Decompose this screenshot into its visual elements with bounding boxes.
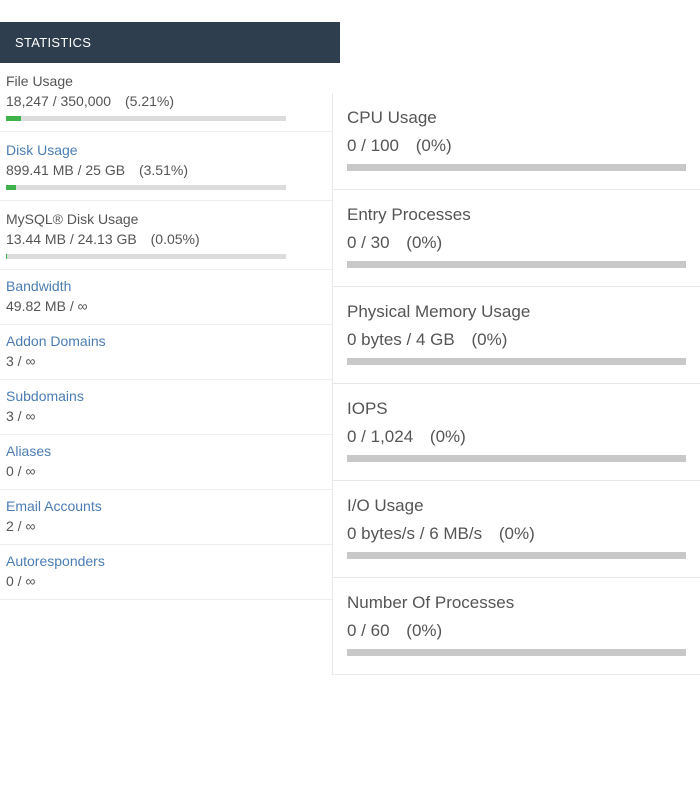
stat-percent: (3.51%)	[139, 162, 188, 178]
progress-bar	[6, 254, 286, 259]
metric-value: 0 bytes / 4 GB (0%)	[347, 330, 686, 350]
metric-physical-memory: Physical Memory Usage 0 bytes / 4 GB (0%…	[333, 287, 700, 384]
stat-label[interactable]: Autoresponders	[6, 553, 334, 569]
stat-email-accounts: Email Accounts 2 / ∞	[0, 490, 340, 545]
metric-value-text: 0 bytes/s / 6 MB/s	[347, 524, 482, 543]
fade-mask	[0, 600, 340, 630]
metric-percent: (0%)	[471, 330, 507, 349]
stat-label-text: Bandwidth	[6, 278, 71, 294]
metric-bar	[347, 649, 686, 656]
metric-value: 0 bytes/s / 6 MB/s (0%)	[347, 524, 686, 544]
metric-entry-processes: Entry Processes 0 / 30 (0%)	[333, 190, 700, 287]
metric-percent: (0%)	[499, 524, 535, 543]
metric-value: 0 / 100 (0%)	[347, 136, 686, 156]
metric-title: IOPS	[347, 399, 686, 419]
stat-addon-domains: Addon Domains 3 / ∞	[0, 325, 340, 380]
progress-bar	[6, 116, 286, 121]
stat-value-text: 13.44 MB / 24.13 GB	[6, 231, 137, 247]
stat-label-text: Email Accounts	[6, 498, 102, 514]
metric-iops: IOPS 0 / 1,024 (0%)	[333, 384, 700, 481]
progress-bar	[6, 185, 286, 190]
stat-value: 899.41 MB / 25 GB (3.51%)	[6, 162, 334, 178]
stat-value: 0 / ∞	[6, 573, 334, 589]
metric-cpu: CPU Usage 0 / 100 (0%)	[333, 93, 700, 190]
stat-value: 2 / ∞	[6, 518, 334, 534]
metric-value-text: 0 / 100	[347, 136, 399, 155]
metric-percent: (0%)	[416, 136, 452, 155]
panel-title: STATISTICS	[15, 35, 91, 50]
metric-value: 0 / 1,024 (0%)	[347, 427, 686, 447]
metric-value-text: 0 / 1,024	[347, 427, 413, 446]
metric-num-processes: Number Of Processes 0 / 60 (0%)	[333, 578, 700, 675]
stat-value: 49.82 MB / ∞	[6, 298, 334, 314]
stat-label-text: Subdomains	[6, 388, 84, 404]
stat-autoresponders: Autoresponders 0 / ∞	[0, 545, 340, 600]
progress-fill	[6, 116, 21, 121]
stat-label[interactable]: Email Accounts	[6, 498, 334, 514]
stat-label[interactable]: Bandwidth	[6, 278, 334, 294]
panel-header: STATISTICS	[0, 22, 340, 63]
metric-value-text: 0 bytes / 4 GB	[347, 330, 455, 349]
stat-aliases: Aliases 0 / ∞	[0, 435, 340, 490]
stat-label-text: Autoresponders	[6, 553, 105, 569]
metric-percent: (0%)	[406, 621, 442, 640]
stat-label-text: Disk Usage	[6, 142, 78, 158]
stat-value: 18,247 / 350,000 (5.21%)	[6, 93, 334, 109]
metrics-panel: CPU Usage 0 / 100 (0%) Entry Processes 0…	[332, 93, 700, 675]
metric-percent: (0%)	[406, 233, 442, 252]
stat-label: File Usage	[6, 73, 334, 89]
stat-subdomains: Subdomains 3 / ∞	[0, 380, 340, 435]
statistics-panel: STATISTICS File Usage 18,247 / 350,000 (…	[0, 22, 340, 600]
progress-fill	[6, 185, 16, 190]
stat-mysql-disk: MySQL® Disk Usage 13.44 MB / 24.13 GB (0…	[0, 201, 340, 270]
stat-value: 0 / ∞	[6, 463, 334, 479]
stat-value: 3 / ∞	[6, 353, 334, 369]
metric-bar	[347, 455, 686, 462]
stat-percent: (5.21%)	[125, 93, 174, 109]
stat-label[interactable]: Disk Usage	[6, 142, 334, 158]
metric-bar	[347, 261, 686, 268]
metric-value-text: 0 / 30	[347, 233, 390, 252]
stat-value-text: 18,247 / 350,000	[6, 93, 111, 109]
stat-value: 13.44 MB / 24.13 GB (0.05%)	[6, 231, 334, 247]
metric-title: Physical Memory Usage	[347, 302, 686, 322]
metric-value: 0 / 30 (0%)	[347, 233, 686, 253]
metric-title: CPU Usage	[347, 108, 686, 128]
metric-title: Entry Processes	[347, 205, 686, 225]
stat-label[interactable]: Addon Domains	[6, 333, 334, 349]
metric-bar	[347, 358, 686, 365]
metric-bar	[347, 164, 686, 171]
stat-label-text: Aliases	[6, 443, 51, 459]
stat-disk-usage: Disk Usage 899.41 MB / 25 GB (3.51%)	[0, 132, 340, 201]
progress-fill	[6, 254, 7, 259]
stat-value-text: 899.41 MB / 25 GB	[6, 162, 125, 178]
metric-value: 0 / 60 (0%)	[347, 621, 686, 641]
stat-label-text: Addon Domains	[6, 333, 106, 349]
stat-value: 3 / ∞	[6, 408, 334, 424]
stat-label[interactable]: Aliases	[6, 443, 334, 459]
metric-value-text: 0 / 60	[347, 621, 390, 640]
metric-title: I/O Usage	[347, 496, 686, 516]
stat-bandwidth: Bandwidth 49.82 MB / ∞	[0, 270, 340, 325]
metric-percent: (0%)	[430, 427, 466, 446]
stat-label: MySQL® Disk Usage	[6, 211, 334, 227]
metric-bar	[347, 552, 686, 559]
metric-io-usage: I/O Usage 0 bytes/s / 6 MB/s (0%)	[333, 481, 700, 578]
stat-percent: (0.05%)	[151, 231, 200, 247]
metric-title: Number Of Processes	[347, 593, 686, 613]
stat-file-usage: File Usage 18,247 / 350,000 (5.21%)	[0, 63, 340, 132]
stat-label[interactable]: Subdomains	[6, 388, 334, 404]
